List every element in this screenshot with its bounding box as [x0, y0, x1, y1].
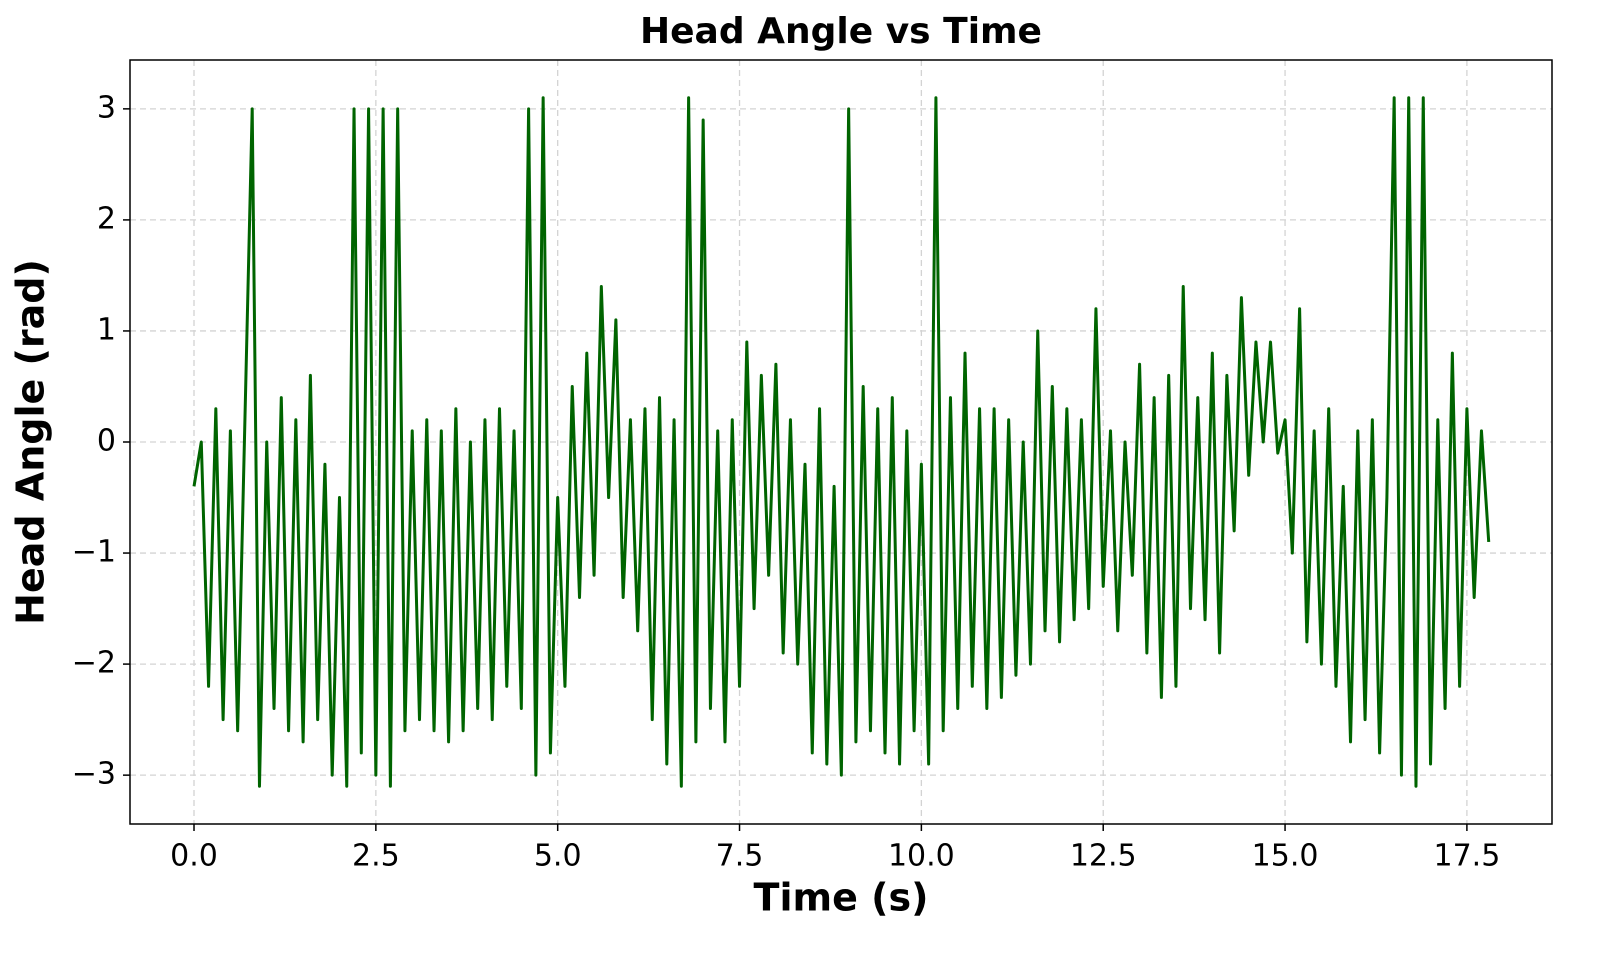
- chart-title: Head Angle vs Time: [640, 11, 1042, 52]
- y-axis-label: Head Angle (rad): [9, 259, 53, 625]
- y-tick-label: 2: [97, 201, 116, 236]
- y-tick-label: 1: [97, 312, 116, 347]
- x-tick-label: 0.0: [170, 839, 218, 874]
- x-tick-label: 12.5: [1070, 839, 1137, 874]
- x-tick-label: 15.0: [1252, 839, 1319, 874]
- x-tick-label: 10.0: [888, 839, 955, 874]
- x-tick-label: 5.0: [534, 839, 582, 874]
- x-tick-label: 17.5: [1433, 839, 1500, 874]
- x-tick-label: 7.5: [716, 839, 764, 874]
- y-tick-label: 3: [97, 90, 116, 125]
- y-tick-label: 0: [97, 424, 116, 459]
- x-tick-label: 2.5: [352, 839, 400, 874]
- data-line: [192, 96, 1491, 788]
- y-tick-label: −2: [72, 646, 116, 681]
- y-tick-label: −1: [72, 535, 116, 570]
- y-tick-label: −3: [72, 757, 116, 792]
- x-axis-label: Time (s): [754, 876, 929, 920]
- plot-frame: [129, 59, 1553, 825]
